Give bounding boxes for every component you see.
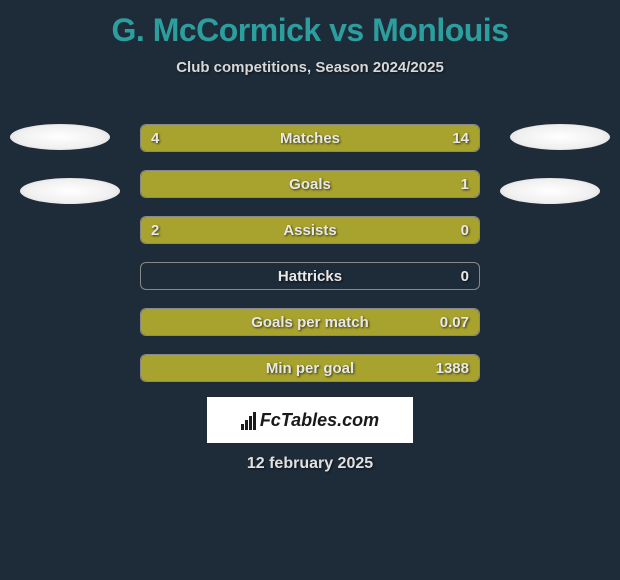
date-label: 12 february 2025 (0, 455, 620, 473)
player-left-badge-2 (20, 178, 120, 204)
stat-row: Goals per match0.07 (140, 308, 480, 336)
stat-value-right: 1 (461, 171, 469, 197)
player-right-badge-2 (500, 178, 600, 204)
stat-row: Assists2 0 (140, 216, 480, 244)
stat-row: Min per goal1388 (140, 354, 480, 382)
logo-text: FcTables.com (260, 410, 379, 431)
stat-value-right: 0 (461, 217, 469, 243)
stat-label: Min per goal (141, 355, 479, 381)
stat-label: Goals (141, 171, 479, 197)
stats-bars: Matches414Goals1Assists20Hattricks0Goals… (140, 124, 480, 400)
stat-row: Matches4 14 (140, 124, 480, 152)
player-left-badge-1 (10, 124, 110, 150)
logo-box: FcTables.com (207, 397, 413, 443)
stat-label: Hattricks (141, 263, 479, 289)
stat-label: Assists (141, 217, 479, 243)
stat-value-right: 0 (461, 263, 469, 289)
stat-value-left: 2 (151, 217, 159, 243)
player-right-badge-1 (510, 124, 610, 150)
stat-row: Hattricks0 (140, 262, 480, 290)
logo: FcTables.com (241, 410, 379, 431)
stat-label: Goals per match (141, 309, 479, 335)
stat-label: Matches (141, 125, 479, 151)
stat-value-right: 0.07 (440, 309, 469, 335)
bar-chart-icon (241, 410, 256, 430)
stat-value-right: 14 (452, 125, 469, 151)
stat-value-left: 4 (151, 125, 159, 151)
comparison-title: G. McCormick vs Monlouis (0, 0, 620, 49)
stat-value-right: 1388 (436, 355, 469, 381)
stat-row: Goals1 (140, 170, 480, 198)
comparison-subtitle: Club competitions, Season 2024/2025 (0, 59, 620, 76)
